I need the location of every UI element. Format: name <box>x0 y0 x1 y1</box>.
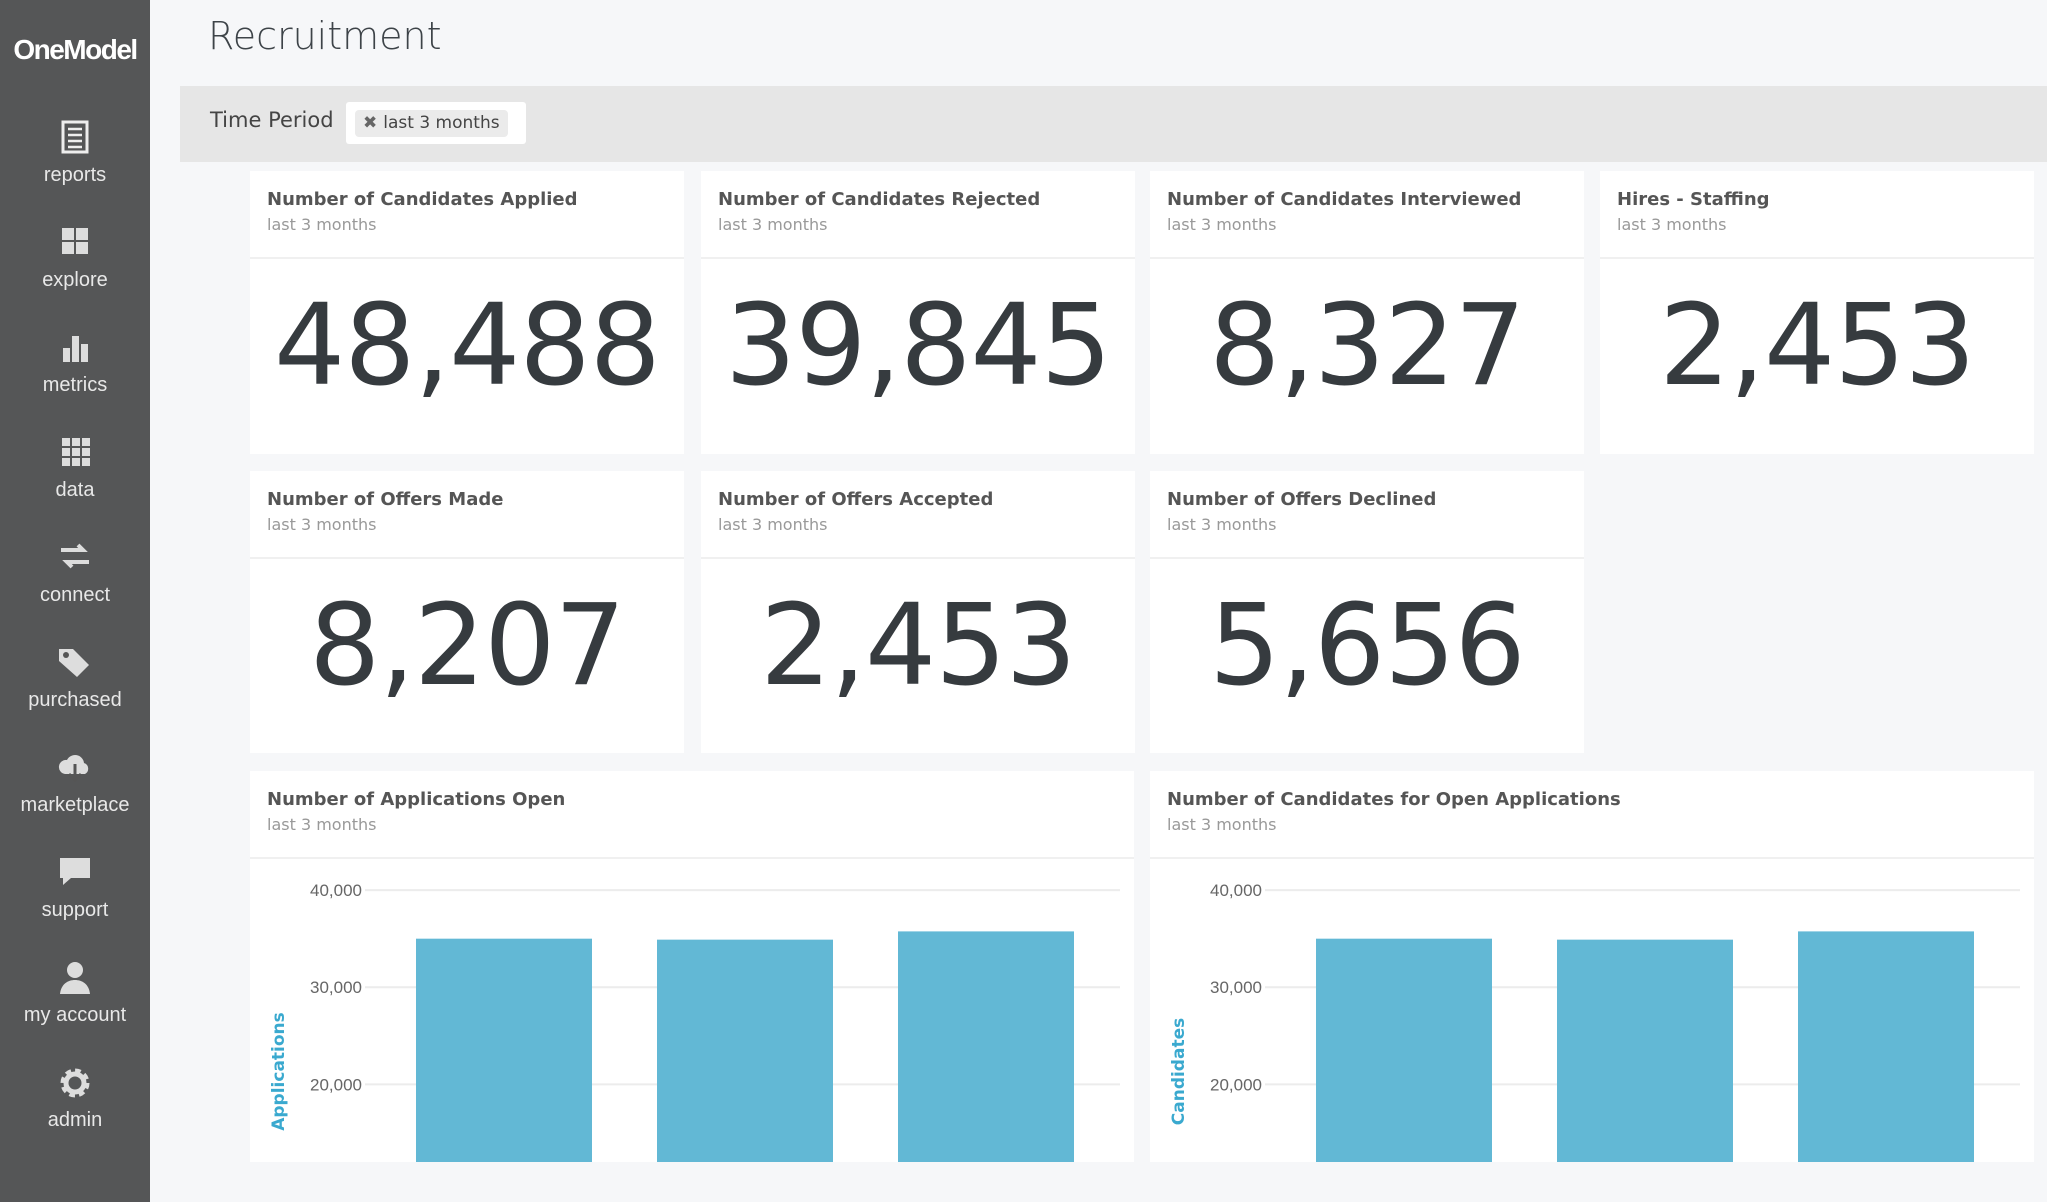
bar[interactable] <box>416 938 592 1162</box>
bar[interactable] <box>898 931 1074 1162</box>
chart-subtitle: last 3 months <box>1167 815 1277 834</box>
sidebar-item-connect[interactable]: connect <box>0 536 150 636</box>
sidebar-item-label: connect <box>39 584 111 606</box>
tile-value: 8,327 <box>1209 281 1526 411</box>
bar-chart: 40,000 30,000 20,000 Candidates <box>1169 881 2020 1162</box>
kpi-tile: Number of Candidates Interviewed last 3 m… <box>1150 171 1584 454</box>
sidebar-item-data[interactable]: data <box>0 431 150 531</box>
sidebar-item-purchased[interactable]: purchased <box>0 641 150 741</box>
tile-title: Number of Offers Made <box>267 489 504 510</box>
y-tick-label: 20,000 <box>1210 1075 1262 1094</box>
chat-icon <box>60 858 90 885</box>
grid-icon <box>62 228 88 254</box>
kpi-tile: Number of Offers Accepted last 3 months 2,… <box>701 471 1135 753</box>
sidebar: OneModel reports explore metrics data connec… <box>0 0 150 1202</box>
sidebar-item-label: reports <box>43 164 107 186</box>
filter-label: Time Period <box>210 108 334 132</box>
reports-icon <box>61 120 89 154</box>
tile-title: Hires - Staffing <box>1617 189 1770 210</box>
kpi-tile: Hires - Staffing last 3 months 2,453 <box>1600 171 2034 454</box>
tile-subtitle: last 3 months <box>267 215 377 234</box>
kpi-tile: Number of Candidates Applied last 3 month… <box>250 171 684 454</box>
y-tick-label: 20,000 <box>310 1075 362 1094</box>
sidebar-item-support[interactable]: support <box>0 851 150 951</box>
y-tick-label: 30,000 <box>310 978 362 997</box>
bar-chart-icon <box>63 336 88 362</box>
sidebar-item-label: explore <box>42 269 108 291</box>
tile-value: 2,453 <box>1659 281 1976 411</box>
data-grid-icon <box>62 438 90 466</box>
y-tick-label: 40,000 <box>310 881 362 900</box>
bar[interactable] <box>657 939 833 1162</box>
tag-icon <box>59 649 89 677</box>
tile-title: Number of Candidates Applied <box>267 189 578 210</box>
tile-title: Number of Candidates Rejected <box>718 189 1041 210</box>
chart-title: Number of Candidates for Open Applicatio… <box>1167 789 1621 810</box>
sidebar-item-metrics[interactable]: metrics <box>0 326 150 426</box>
y-tick-label: 40,000 <box>1210 881 1262 900</box>
y-axis-label: Applications <box>269 1012 289 1131</box>
tile-subtitle: last 3 months <box>718 515 828 534</box>
user-icon <box>60 962 90 994</box>
tile-value: 2,453 <box>760 581 1077 711</box>
gear-icon <box>60 1068 90 1098</box>
kpi-tile: Number of Offers Made last 3 months 8,207 <box>250 471 684 753</box>
tile-title: Number of Offers Accepted <box>718 489 994 510</box>
y-axis-label: Candidates <box>1169 1018 1189 1125</box>
chart-tile: Number of Candidates for Open Applicatio… <box>1150 771 2034 1162</box>
tile-subtitle: last 3 months <box>1617 215 1727 234</box>
kpi-tile: Number of Offers Declined last 3 months 5,… <box>1150 471 1584 753</box>
sidebar-item-label: support <box>41 899 109 921</box>
sidebar-item-label: admin <box>47 1109 103 1131</box>
tile-value: 39,845 <box>725 281 1112 411</box>
bar-chart: 40,000 30,000 20,000 Applications <box>269 881 1120 1162</box>
sidebar-item-admin[interactable]: admin <box>0 1061 150 1161</box>
tile-title: Number of Candidates Interviewed <box>1167 189 1522 210</box>
sidebar-item-label: metrics <box>42 374 108 396</box>
page-title: Recruitment <box>208 14 442 58</box>
bar[interactable] <box>1798 931 1974 1162</box>
sidebar-item-label: my account <box>23 1004 127 1026</box>
sidebar-item-reports[interactable]: reports <box>0 116 150 216</box>
sidebar-item-label: data <box>55 479 95 501</box>
bar[interactable] <box>1557 939 1733 1162</box>
chart-tile: Number of Applications Open last 3 months… <box>250 771 1134 1162</box>
tile-subtitle: last 3 months <box>1167 215 1277 234</box>
sidebar-item-my-account[interactable]: my account <box>0 956 150 1056</box>
logo: OneModel <box>13 34 138 65</box>
arrows-icon <box>61 543 89 569</box>
sidebar-item-label: marketplace <box>20 794 130 816</box>
remove-icon[interactable]: ✖ <box>363 113 378 133</box>
chart-title: Number of Applications Open <box>267 789 566 810</box>
tile-subtitle: last 3 months <box>1167 515 1277 534</box>
chart-subtitle: last 3 months <box>267 815 377 834</box>
y-tick-label: 30,000 <box>1210 978 1262 997</box>
filter-chip-label: last 3 months <box>383 113 500 133</box>
tile-title: Number of Offers Declined <box>1167 489 1437 510</box>
bar[interactable] <box>1316 938 1492 1162</box>
sidebar-item-label: purchased <box>28 689 122 711</box>
cloud-download-icon <box>58 755 89 783</box>
sidebar-item-explore[interactable]: explore <box>0 221 150 321</box>
tile-subtitle: last 3 months <box>267 515 377 534</box>
kpi-tile: Number of Candidates Rejected last 3 mont… <box>701 171 1135 454</box>
time-period-filter[interactable]: ✖ last 3 months <box>346 102 526 144</box>
tile-subtitle: last 3 months <box>718 215 828 234</box>
tile-value: 5,656 <box>1209 581 1526 711</box>
sidebar-item-marketplace[interactable]: marketplace <box>0 746 150 846</box>
tile-value: 48,488 <box>274 281 661 411</box>
filter-bar: Time Period ✖ last 3 months <box>180 86 2047 162</box>
filter-chip[interactable]: ✖ last 3 months <box>355 110 508 137</box>
tile-value: 8,207 <box>309 581 626 711</box>
